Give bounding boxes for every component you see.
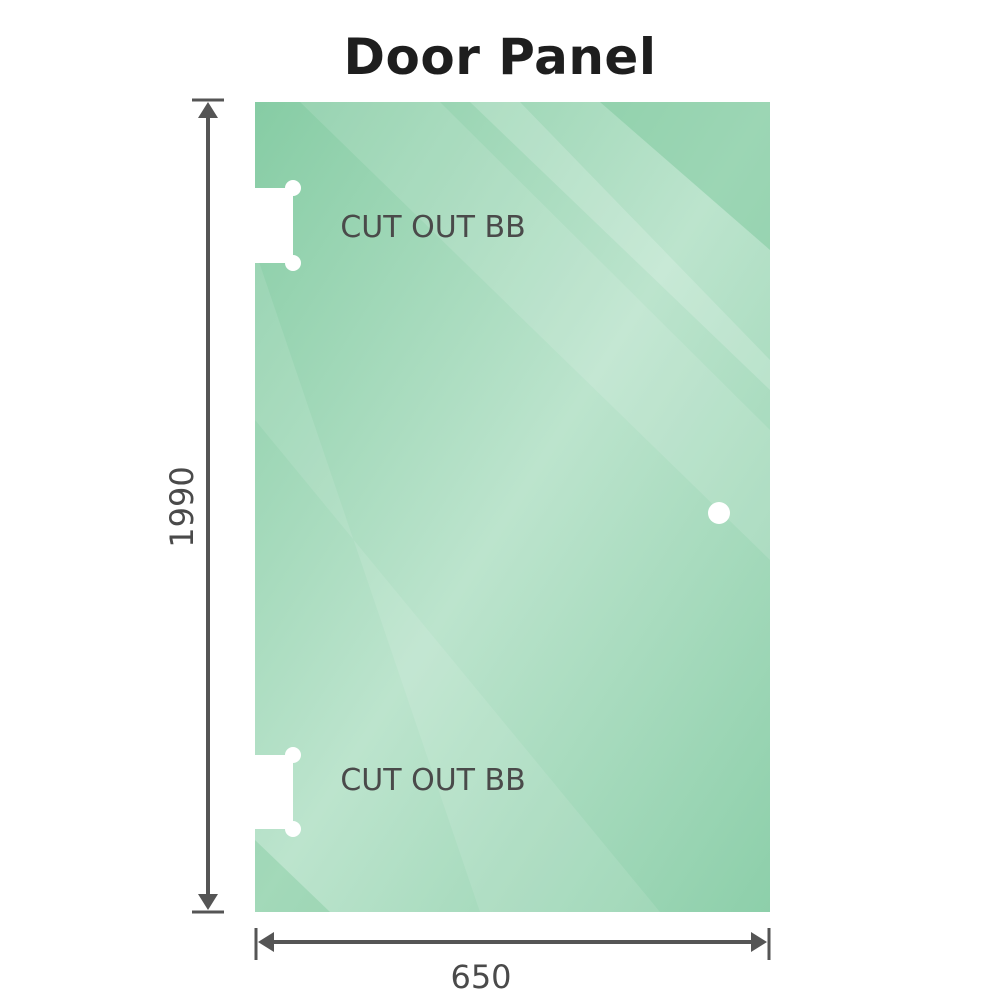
glass-panel <box>255 102 770 912</box>
width-dimension-line <box>254 928 771 960</box>
cutout-bottom <box>255 747 301 837</box>
height-dimension-line <box>192 98 224 914</box>
handle-hole <box>708 502 730 524</box>
height-label: 1990 <box>163 466 201 547</box>
cutout-label-bottom: CUT OUT BB <box>340 763 525 798</box>
cutout-top <box>255 180 301 271</box>
cutout-label-top: CUT OUT BB <box>340 210 525 245</box>
diagram-title: Door Panel <box>343 28 657 86</box>
width-label: 650 <box>450 958 511 996</box>
